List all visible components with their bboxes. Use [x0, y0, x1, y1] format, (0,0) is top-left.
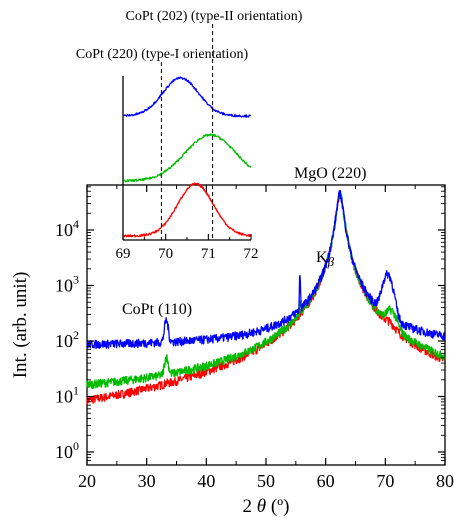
x-axis-label: 2 θ (º) [243, 496, 290, 517]
inset-series-line [123, 133, 252, 183]
inset-plot: 69 70 71 72 CoPt (202) (type-II orientation… [76, 9, 303, 262]
x-tick-label: 20 [78, 471, 96, 491]
main-axis-ticks: 20 30 40 50 60 70 80 100 101 102 103 104 [55, 185, 454, 491]
inset-x-tick-label: 71 [201, 246, 216, 262]
x-tick-label: 60 [317, 471, 335, 491]
xrd-series-line [86, 192, 446, 405]
type-ii-reference-label: CoPt (202) (type-II orientation) [126, 9, 303, 24]
inset-series-line [123, 76, 251, 118]
inset-series-group [123, 76, 252, 238]
xrd-series-line [86, 190, 446, 350]
x-tick-label: 70 [376, 471, 394, 491]
x-tick-label: 50 [257, 471, 275, 491]
x-tick-label: 40 [197, 471, 215, 491]
y-tick-label: 103 [55, 273, 79, 296]
y-tick-label: 104 [55, 217, 79, 240]
inset-series-line [123, 182, 252, 238]
inset-x-tick-label: 72 [244, 246, 259, 262]
x-tick-label: 80 [436, 471, 454, 491]
y-tick-label: 101 [55, 384, 79, 407]
y-tick-label: 102 [55, 328, 79, 351]
type-i-reference-label: CoPt (220) (type-I orientation) [76, 47, 249, 62]
y-tick-label: 100 [55, 439, 79, 462]
inset-axis-ticks: 69 70 71 72 [116, 24, 259, 262]
main-series-group [86, 190, 446, 405]
kbeta-label: Kβ [316, 249, 335, 269]
copt110-label: CoPt (110) [122, 301, 192, 318]
y-axis-label: Int. (arb. unit) [10, 272, 31, 379]
mgo220-label: MgO (220) [294, 165, 366, 182]
xrd-series-line [86, 190, 446, 390]
x-tick-label: 30 [138, 471, 156, 491]
inset-x-tick-label: 70 [158, 246, 173, 262]
inset-x-tick-label: 69 [116, 246, 131, 262]
